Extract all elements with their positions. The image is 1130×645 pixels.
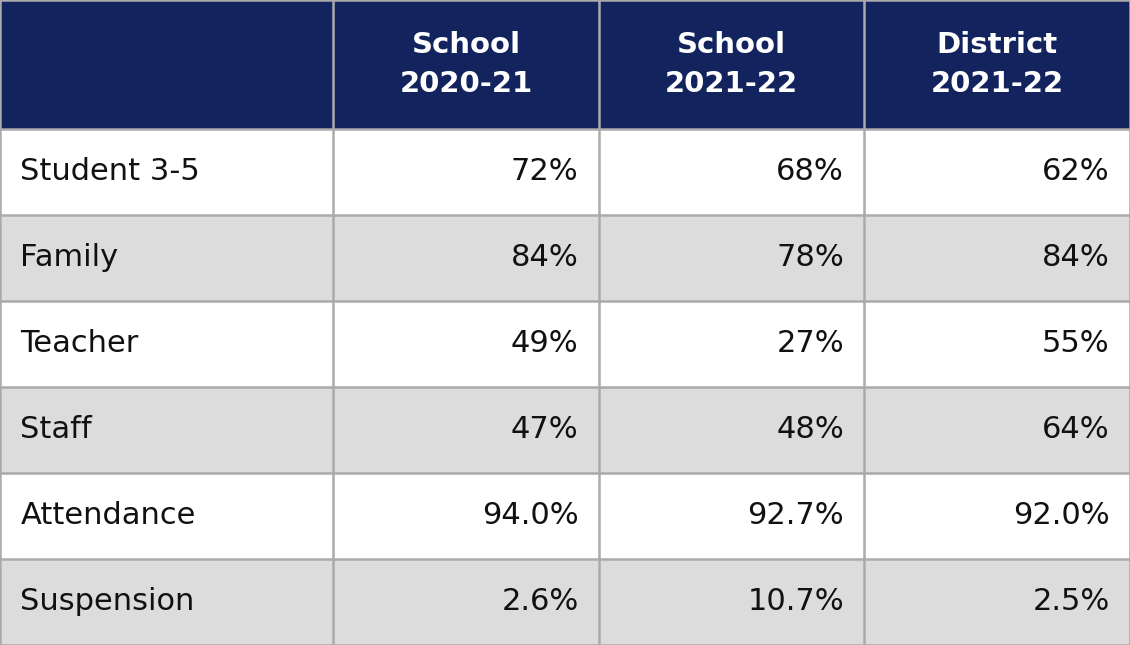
Text: District
2021-22: District 2021-22 xyxy=(931,31,1063,98)
Text: School
2021-22: School 2021-22 xyxy=(666,31,798,98)
Text: 72%: 72% xyxy=(511,157,579,186)
Text: 47%: 47% xyxy=(511,415,579,444)
Bar xyxy=(333,559,599,645)
Text: Student 3-5: Student 3-5 xyxy=(20,157,200,186)
Bar xyxy=(333,129,599,215)
Text: 68%: 68% xyxy=(776,157,844,186)
Bar xyxy=(599,473,864,559)
Text: 84%: 84% xyxy=(511,244,579,272)
Bar xyxy=(0,387,333,473)
Bar xyxy=(864,129,1130,215)
Bar xyxy=(333,387,599,473)
Bar xyxy=(599,387,864,473)
Bar xyxy=(864,473,1130,559)
Bar xyxy=(333,473,599,559)
Text: 78%: 78% xyxy=(776,244,844,272)
Bar xyxy=(599,129,864,215)
Text: Suspension: Suspension xyxy=(20,588,194,617)
Bar xyxy=(0,215,333,301)
Text: 84%: 84% xyxy=(1042,244,1110,272)
Text: School
2020-21: School 2020-21 xyxy=(400,31,532,98)
Bar xyxy=(599,301,864,387)
Text: 2.5%: 2.5% xyxy=(1033,588,1110,617)
Bar xyxy=(333,0,599,129)
Bar xyxy=(0,301,333,387)
Text: 49%: 49% xyxy=(511,330,579,359)
Text: 27%: 27% xyxy=(776,330,844,359)
Bar xyxy=(599,559,864,645)
Text: 48%: 48% xyxy=(776,415,844,444)
Bar xyxy=(333,215,599,301)
Bar xyxy=(864,387,1130,473)
Bar xyxy=(0,129,333,215)
Bar xyxy=(599,0,864,129)
Text: Attendance: Attendance xyxy=(20,502,195,530)
Text: 10.7%: 10.7% xyxy=(747,588,844,617)
Bar xyxy=(599,215,864,301)
Text: 92.0%: 92.0% xyxy=(1012,502,1110,530)
Text: Teacher: Teacher xyxy=(20,330,139,359)
Text: Family: Family xyxy=(20,244,119,272)
Text: 55%: 55% xyxy=(1042,330,1110,359)
Bar xyxy=(864,215,1130,301)
Bar xyxy=(0,559,333,645)
Text: 62%: 62% xyxy=(1042,157,1110,186)
Bar xyxy=(0,0,333,129)
Bar xyxy=(333,301,599,387)
Text: 94.0%: 94.0% xyxy=(481,502,579,530)
Text: Staff: Staff xyxy=(20,415,92,444)
Text: 64%: 64% xyxy=(1042,415,1110,444)
Text: 2.6%: 2.6% xyxy=(502,588,579,617)
Bar xyxy=(864,0,1130,129)
Bar xyxy=(0,473,333,559)
Bar xyxy=(864,301,1130,387)
Bar xyxy=(864,559,1130,645)
Text: 92.7%: 92.7% xyxy=(747,502,844,530)
